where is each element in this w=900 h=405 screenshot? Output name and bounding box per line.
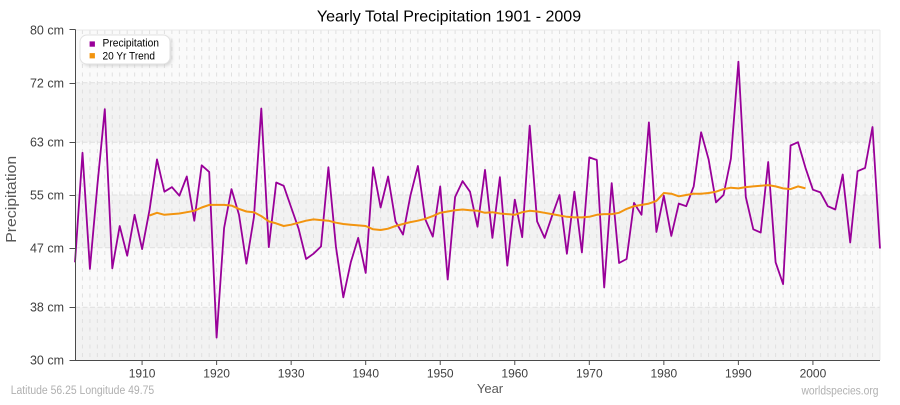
svg-text:1980: 1980	[650, 366, 677, 380]
svg-text:1950: 1950	[427, 366, 454, 380]
svg-text:Year: Year	[477, 381, 504, 396]
svg-text:63 cm: 63 cm	[30, 136, 64, 150]
svg-text:20 Yr Trend: 20 Yr Trend	[103, 51, 156, 63]
svg-text:80 cm: 80 cm	[30, 24, 64, 38]
svg-text:Latitude 56.25 Longitude 49.75: Latitude 56.25 Longitude 49.75	[11, 385, 155, 397]
svg-text:38 cm: 38 cm	[30, 301, 64, 315]
svg-text:Precipitation: Precipitation	[103, 37, 160, 49]
svg-text:72 cm: 72 cm	[30, 76, 64, 90]
svg-text:1970: 1970	[576, 366, 603, 380]
svg-text:1930: 1930	[278, 366, 305, 380]
svg-text:1940: 1940	[352, 366, 379, 380]
svg-text:Yearly Total Precipitation 190: Yearly Total Precipitation 1901 - 2009	[317, 9, 581, 26]
svg-text:1920: 1920	[203, 366, 230, 380]
svg-text:Precipitation: Precipitation	[4, 156, 20, 243]
svg-text:2000: 2000	[800, 366, 827, 380]
svg-text:1960: 1960	[501, 366, 528, 380]
svg-text:worldspecies.org: worldspecies.org	[801, 386, 879, 398]
svg-text:1990: 1990	[725, 366, 752, 380]
svg-text:47 cm: 47 cm	[30, 241, 64, 255]
svg-text:1910: 1910	[129, 366, 156, 380]
svg-text:30 cm: 30 cm	[30, 354, 64, 368]
svg-text:55 cm: 55 cm	[30, 189, 64, 203]
